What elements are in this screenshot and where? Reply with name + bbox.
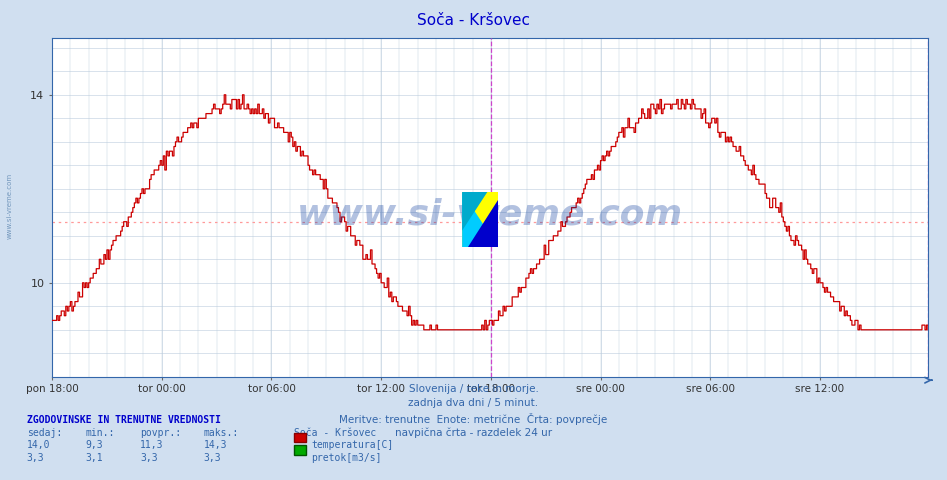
Text: 3,1: 3,1 — [85, 453, 103, 463]
Text: zadnja dva dni / 5 minut.: zadnja dva dni / 5 minut. — [408, 398, 539, 408]
Text: Slovenija / reke in morje.: Slovenija / reke in morje. — [408, 384, 539, 394]
Text: Meritve: trenutne  Enote: metrične  Črta: povprečje: Meritve: trenutne Enote: metrične Črta: … — [339, 413, 608, 425]
Text: pretok[m3/s]: pretok[m3/s] — [312, 453, 382, 463]
Text: 14,0: 14,0 — [27, 441, 50, 450]
Text: 9,3: 9,3 — [85, 441, 103, 450]
Text: ZGODOVINSKE IN TRENUTNE VREDNOSTI: ZGODOVINSKE IN TRENUTNE VREDNOSTI — [27, 415, 221, 425]
Text: 3,3: 3,3 — [27, 453, 45, 463]
Text: www.si-vreme.com: www.si-vreme.com — [297, 197, 683, 231]
Text: Soča - Kršovec: Soča - Kršovec — [417, 13, 530, 28]
Polygon shape — [462, 192, 488, 231]
Text: 11,3: 11,3 — [140, 441, 164, 450]
Text: Soča - Kršovec: Soča - Kršovec — [294, 428, 376, 438]
Text: sedaj:: sedaj: — [27, 428, 62, 438]
Text: 14,3: 14,3 — [204, 441, 227, 450]
Text: temperatura[C]: temperatura[C] — [312, 441, 394, 450]
Text: 3,3: 3,3 — [140, 453, 158, 463]
Polygon shape — [468, 200, 498, 247]
Text: www.si-vreme.com: www.si-vreme.com — [7, 173, 12, 240]
Text: 3,3: 3,3 — [204, 453, 222, 463]
Text: povpr.:: povpr.: — [140, 428, 181, 438]
Text: min.:: min.: — [85, 428, 115, 438]
Text: maks.:: maks.: — [204, 428, 239, 438]
Polygon shape — [462, 192, 498, 247]
Text: navpična črta - razdelek 24 ur: navpična črta - razdelek 24 ur — [395, 427, 552, 438]
